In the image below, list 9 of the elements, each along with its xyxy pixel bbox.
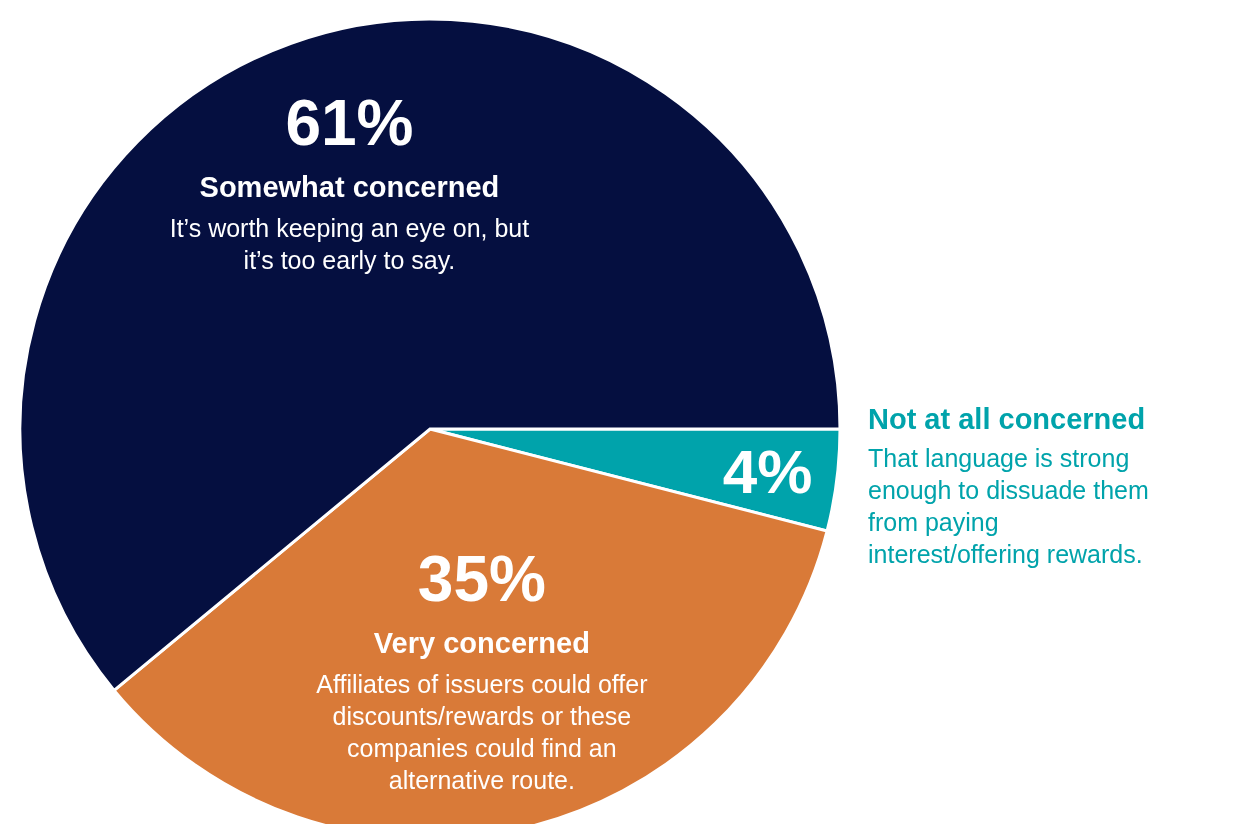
- data-label: 4%: [722, 437, 813, 507]
- slice-label: Not at all concerned: [868, 403, 1146, 435]
- text: It’s worth keeping an eye on, but it’s too early to say.: [169, 214, 530, 275]
- slice-label: Very concerned: [373, 627, 590, 660]
- text: That language is strong enough to dissuade them from paying interest/offering rewards.: [868, 444, 1149, 568]
- text: Affiliates of issuers could offer discounts/rewards or these companies could find an alternative route.: [316, 670, 648, 795]
- slice-label: Somewhat concerned: [199, 171, 500, 204]
- data-label: 61%: [285, 87, 414, 160]
- data-label: 35%: [417, 543, 546, 616]
